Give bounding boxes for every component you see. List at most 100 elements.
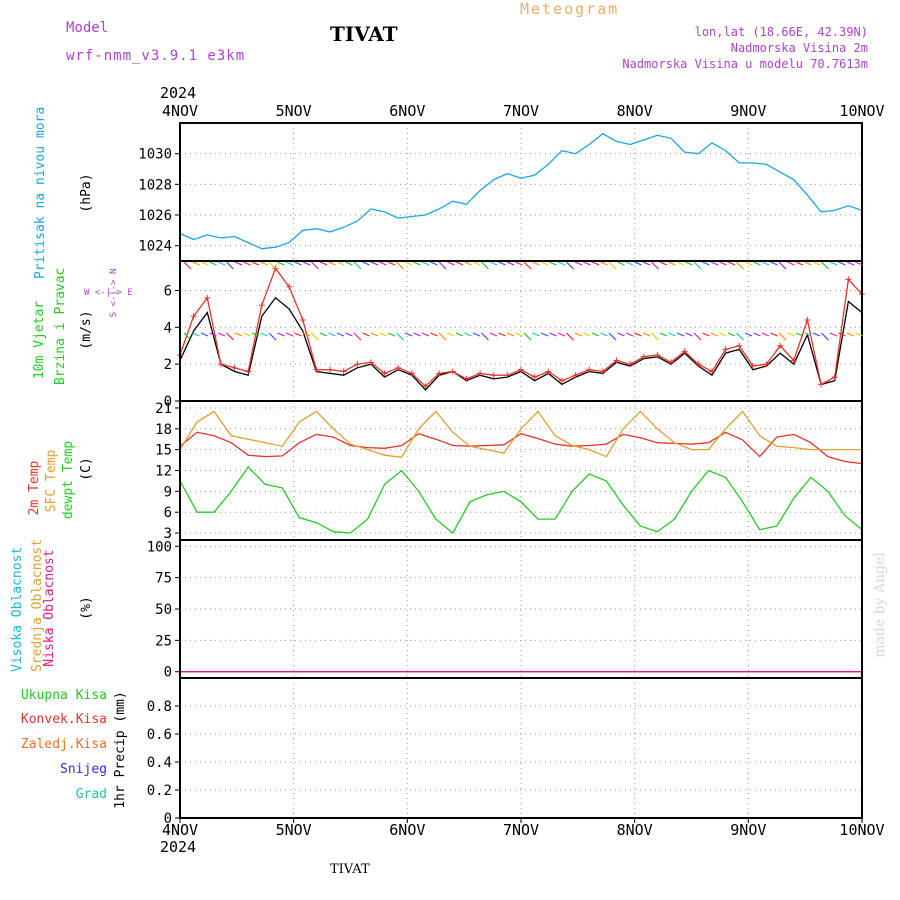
x-tick-label-bottom: 10NOV [839,821,884,839]
wind-direction-arrow [812,332,821,337]
wind-direction-arrow [710,261,719,266]
wind-direction-arrow [642,332,651,337]
wind-direction-arrow [515,261,523,266]
gust-marker [654,351,661,358]
y-tick-label: 100 [147,539,172,555]
gust-marker [217,361,224,368]
wind-direction-arrow [319,261,328,266]
wind-direction-arrow [744,261,753,266]
wind-direction-arrow [659,332,668,337]
wind-direction-arrow [676,332,685,337]
wind-direction-arrow [464,261,472,266]
gust-marker [722,346,729,353]
wind-direction-arrow [387,332,396,337]
wind-direction-arrow [489,332,498,337]
wind-direction-arrow [829,261,838,266]
wind-direction-arrow [625,332,634,337]
y-tick-label: 25 [155,633,172,649]
wind-direction-arrow [719,261,727,266]
precip-legend-total: Ukupna Kisa [20,688,107,703]
wind-direction-arrow [226,261,234,270]
footer-station: TIVAT [330,862,370,877]
wind-direction-arrow [277,261,285,266]
wind-direction-arrow [642,261,651,266]
gust-marker [763,361,770,368]
y-tick-label: 50 [155,602,172,618]
wind-direction-arrow [727,261,736,266]
y-tick-label: 1026 [138,208,172,224]
wind-direction-arrow [685,261,693,266]
y-tick-label: 0.6 [147,727,172,743]
wind-direction-arrow [311,332,319,341]
wind-direction-arrow [549,332,557,337]
wind-direction-arrow [345,332,353,337]
series-line-pritisak-na-nivou-mora [179,132,863,250]
wind-direction-arrow [200,332,209,337]
x-tick-label-top: 8NOV [617,102,653,120]
wind-direction-arrow [217,332,226,337]
wind-direction-arrow [370,261,379,266]
wind-direction-arrow [761,261,770,266]
gust-marker [422,383,429,390]
series-line-2m-temp [179,431,863,465]
wind-direction-arrow [804,261,812,266]
wind-direction-arrow [472,261,481,266]
wind-direction-arrow [744,332,753,337]
wind-direction-arrow [549,261,557,266]
wind-direction-arrow [668,332,676,337]
gust-marker [627,361,634,368]
gust-marker [245,368,252,375]
wind-direction-arrow [260,332,268,337]
wind-direction-arrow [345,261,353,266]
wind-direction-arrow [600,332,608,337]
wind-direction-arrow [260,261,268,266]
gust-marker [367,359,374,366]
x-tick-label-bottom: 8NOV [617,821,653,839]
wind-direction-arrow [727,332,736,337]
gust-marker [504,372,511,379]
wind-direction-arrow [362,332,370,337]
wind-direction-arrow [404,332,413,337]
y-tick-label: 1024 [138,239,172,255]
y-tick-label: 4 [164,320,172,336]
wind-direction-arrow [362,261,370,266]
wind-direction-arrow [634,261,642,266]
gust-marker [845,276,852,283]
wind-direction-arrow [455,332,464,337]
gust-marker [640,353,647,360]
wind-direction-arrow [506,261,515,266]
y-tick-label: 21 [155,401,172,417]
wind-direction-arrow [200,261,209,266]
precip-legend-snow: Snijeg [60,762,107,777]
wind-direction-arrow [574,332,583,337]
gust-marker [381,370,388,377]
wind-direction-arrow [251,261,260,266]
y-tick-label: 15 [155,443,172,459]
wind-direction-arrow [396,332,404,341]
gust-marker [436,370,443,377]
gust-marker [749,363,756,369]
wind-direction-arrow [192,261,200,266]
y-tick-label: 9 [164,484,172,500]
y-tick-label: 6 [164,283,172,299]
gust-marker [408,370,415,377]
y-tick-label: 0.8 [147,699,172,715]
wind-direction-arrow [770,261,778,266]
gust-marker [545,368,552,375]
coords-info: lon,lat (18.66E, 42.39N) [694,25,868,39]
wind-direction-arrow [804,332,812,337]
wind-direction-arrow [209,261,217,266]
wind-direction-arrow [566,332,574,341]
wind-direction-arrow [413,261,421,266]
wind-direction-arrow [447,332,455,337]
wind-direction-arrow [583,332,591,337]
wind-direction-arrow [651,332,659,341]
x-tick-label-bottom: 7NOV [503,821,539,839]
year-bottom: 2024 [160,838,197,856]
wind-direction-arrow [268,261,277,270]
series-line-sfc-temp [179,410,862,458]
gust-marker [231,364,238,371]
wind-direction-arrow [243,332,251,337]
gust-marker [599,368,606,375]
wind-direction-arrow [855,332,863,337]
